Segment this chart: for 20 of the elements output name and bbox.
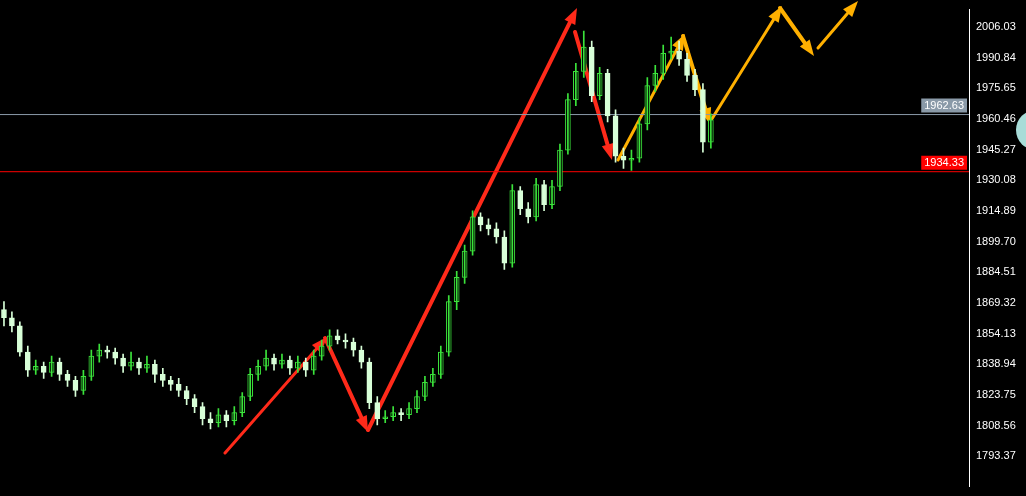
y-tick-label: 1808.56 bbox=[976, 418, 1016, 431]
y-tick-label: 1793.37 bbox=[976, 449, 1016, 462]
y-tick-label: 1930.08 bbox=[976, 173, 1016, 186]
y-tick-label: 1823.75 bbox=[976, 388, 1016, 401]
candlestick bbox=[398, 408, 404, 422]
y-tick-label: 2006.03 bbox=[976, 19, 1016, 32]
y-tick-label: 1854.13 bbox=[976, 326, 1016, 339]
candlestick bbox=[382, 410, 389, 424]
y-tick-label: 1945.27 bbox=[976, 142, 1016, 155]
candlestick bbox=[668, 36, 674, 60]
y-tick-label: 1899.70 bbox=[976, 234, 1016, 247]
y-tick-label: 1869.32 bbox=[976, 296, 1016, 309]
y-tick-label: 1975.65 bbox=[976, 81, 1016, 94]
y-tick-label: 1884.51 bbox=[976, 265, 1016, 278]
y-tick-label: 1960.46 bbox=[976, 111, 1016, 124]
y-tick-label: 1914.89 bbox=[976, 203, 1016, 216]
ref-line-label: 1962.63 bbox=[924, 98, 964, 111]
y-tick-label: 1838.94 bbox=[976, 357, 1016, 370]
y-tick-label: 1990.84 bbox=[976, 50, 1016, 63]
ref-line-label: 1934.33 bbox=[924, 155, 964, 168]
